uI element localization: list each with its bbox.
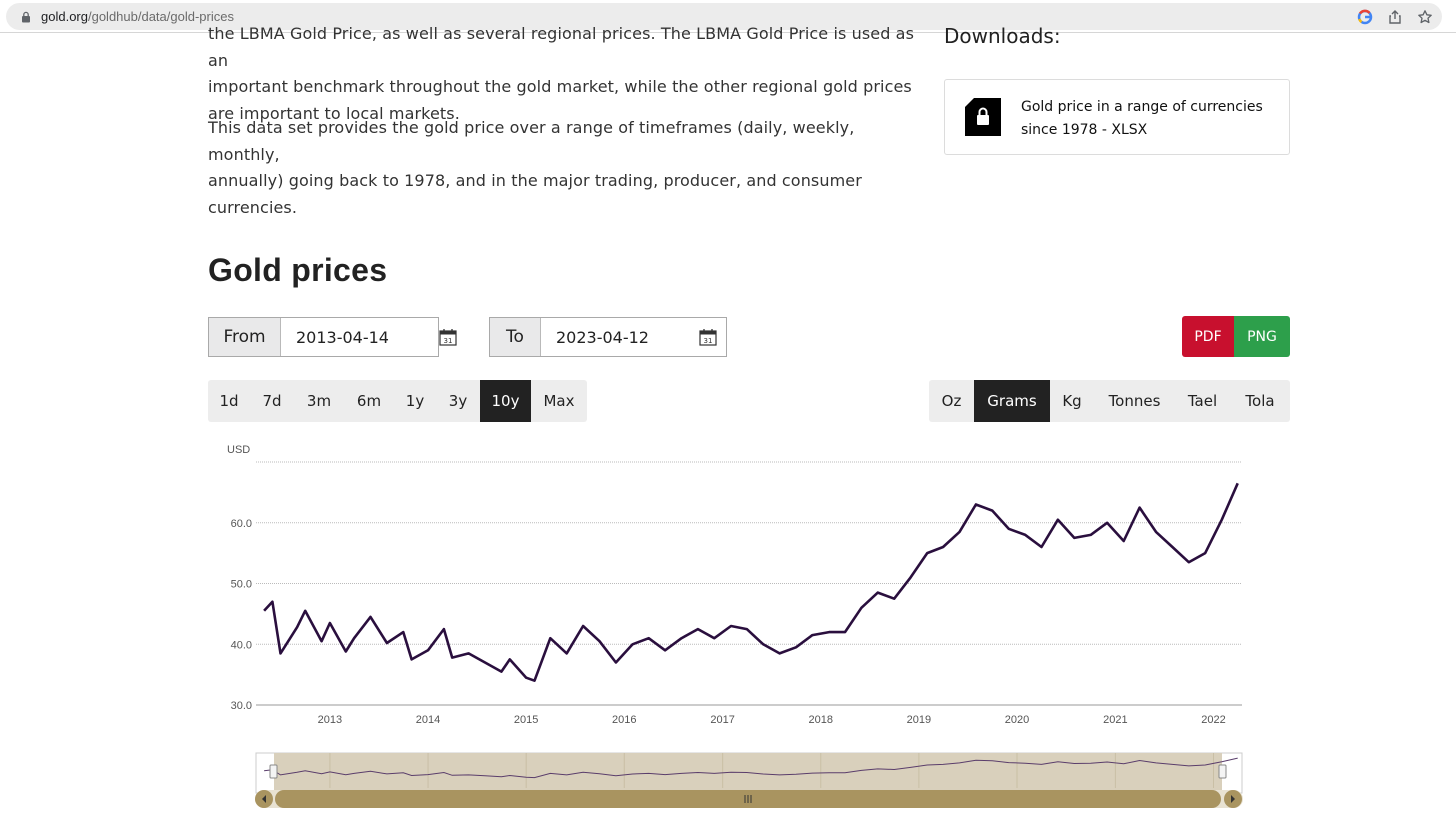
y-axis-label: USD — [227, 444, 250, 456]
x-tick-label: 2014 — [416, 714, 440, 726]
range-button-10y[interactable]: 10y — [480, 380, 531, 422]
export-pdf-button[interactable]: PDF — [1182, 316, 1234, 357]
scroll-left-button[interactable] — [255, 790, 273, 808]
price-series-line — [263, 482, 1239, 682]
intro-paragraph: the LBMA Gold Price, as well as several … — [208, 21, 923, 127]
range-button-7d[interactable]: 7d — [262, 392, 282, 410]
unit-button-tola[interactable]: Tola — [1245, 392, 1275, 410]
range-button-1d[interactable]: 1d — [219, 392, 239, 410]
x-tick-label: 2022 — [1201, 714, 1225, 726]
x-tick-label: 2019 — [907, 714, 931, 726]
intro-line: are important to local markets. — [208, 103, 460, 123]
unit-button-kg[interactable]: Kg — [1062, 392, 1082, 410]
unit-button-tonnes[interactable]: Tonnes — [1108, 392, 1161, 410]
x-tick-label: 2016 — [612, 714, 636, 726]
unit-button-oz[interactable]: Oz — [941, 392, 962, 410]
from-date-picker[interactable]: From 2013-04-14 31 — [208, 317, 457, 357]
google-icon[interactable] — [1357, 9, 1373, 25]
calendar-icon[interactable]: 31 — [439, 328, 457, 346]
export-png-button[interactable]: PNG — [1234, 316, 1290, 357]
range-button-max[interactable]: Max — [543, 392, 575, 410]
y-tick-label: 40.0 — [231, 639, 252, 651]
navigator-series-line — [264, 757, 1238, 779]
browser-toolbar: gold.org/goldhub/data/gold-prices — [0, 0, 1456, 33]
x-tick-label: 2015 — [514, 714, 538, 726]
from-label: From — [209, 318, 281, 356]
intro-line: the LBMA Gold Price, as well as several … — [208, 24, 915, 70]
range-button-6m[interactable]: 6m — [356, 392, 382, 410]
from-date-value: 2013-04-14 — [296, 327, 389, 347]
download-label-line: since 1978 - XLSX — [1021, 121, 1148, 138]
arrow-right-icon — [1231, 795, 1235, 803]
unit-selector: Oz Grams Kg Tonnes Tael Tola — [929, 380, 1290, 422]
description-line: currencies. — [208, 197, 298, 217]
gold-price-chart[interactable]: USD 30.0 40.0 50.0 60.0 2013 2014 2015 2016 201… — [208, 436, 1290, 831]
x-tick-label: 2013 — [318, 714, 342, 726]
to-label: To — [490, 318, 541, 356]
locked-file-icon — [965, 98, 1001, 136]
downloads-heading: Downloads: — [944, 24, 1061, 48]
y-tick-label: 50.0 — [231, 579, 252, 591]
lock-icon — [22, 11, 30, 23]
x-tick-label: 2021 — [1103, 714, 1127, 726]
y-tick-label: 60.0 — [231, 518, 252, 530]
unit-button-grams[interactable]: Grams — [974, 380, 1050, 422]
y-tick-label: 30.0 — [231, 700, 252, 712]
share-icon[interactable] — [1387, 9, 1403, 25]
unit-button-tael[interactable]: Tael — [1187, 392, 1218, 410]
to-date-value: 2023-04-12 — [556, 327, 649, 347]
address-bar[interactable]: gold.org/goldhub/data/gold-prices — [6, 3, 1442, 30]
range-selector: 1d 7d 3m 6m 1y 3y 10y Max — [208, 380, 587, 422]
x-tick-label: 2017 — [710, 714, 734, 726]
x-tick-label: 2018 — [809, 714, 833, 726]
page-title: Gold prices — [208, 252, 388, 288]
from-date-input[interactable]: 2013-04-14 31 — [281, 318, 457, 356]
calendar-day: 31 — [444, 337, 453, 345]
url-text: gold.org/goldhub/data/gold-prices — [41, 9, 234, 24]
bookmark-star-icon[interactable] — [1417, 9, 1433, 25]
scrollbar-grip-icon — [744, 795, 752, 803]
range-button-3y[interactable]: 3y — [448, 392, 468, 410]
description-line: This data set provides the gold price ov… — [208, 118, 855, 164]
to-date-picker[interactable]: To 2023-04-12 31 — [489, 317, 727, 357]
scroll-right-button[interactable] — [1224, 790, 1242, 808]
calendar-day: 31 — [704, 337, 713, 345]
to-date-input[interactable]: 2023-04-12 31 — [541, 318, 726, 356]
navigator-left-handle[interactable] — [269, 764, 278, 779]
download-label-line: Gold price in a range of currencies — [1021, 99, 1263, 115]
x-tick-label: 2020 — [1005, 714, 1029, 726]
download-label: Gold price in a range of currencies sinc… — [1021, 96, 1279, 141]
dataset-description: This data set provides the gold price ov… — [208, 115, 923, 221]
description-line: annually) going back to 1978, and in the… — [208, 171, 862, 190]
arrow-left-icon — [262, 795, 266, 803]
download-xlsx-link[interactable]: Gold price in a range of currencies sinc… — [944, 79, 1290, 155]
navigator-right-handle[interactable] — [1218, 764, 1227, 779]
intro-line: important benchmark throughout the gold … — [208, 77, 912, 96]
calendar-icon[interactable]: 31 — [699, 328, 717, 346]
range-button-3m[interactable]: 3m — [306, 392, 332, 410]
range-button-1y[interactable]: 1y — [405, 392, 425, 410]
